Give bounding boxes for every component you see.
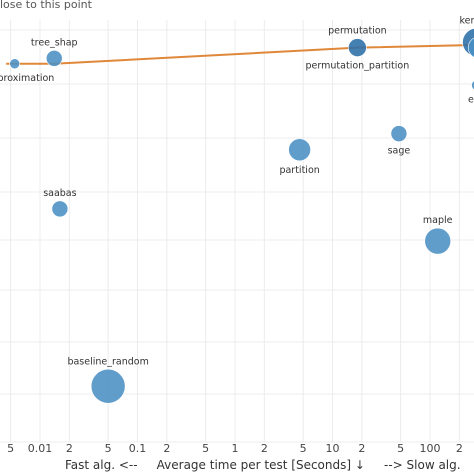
point-exa[interactable] xyxy=(471,80,474,90)
x-tick-label-14: 2 xyxy=(456,442,463,455)
point-sage[interactable] xyxy=(390,125,408,142)
point-lin[interactable] xyxy=(467,37,474,59)
x-tick-label-12: 5 xyxy=(397,442,404,455)
x-tick-labels: 5 0.01 2 5 0.1 2 5 1 2 5 10 2 5 100 2 xyxy=(7,442,463,455)
x-tick-label-6: 5 xyxy=(202,442,209,455)
point-maple[interactable] xyxy=(424,227,452,255)
x-tick-label-9: 5 xyxy=(300,442,307,455)
point-permutation[interactable] xyxy=(348,38,367,57)
point-label-kernel_: kernel_ xyxy=(460,15,474,26)
x-tick-label-0: 5 xyxy=(7,442,14,455)
x-tick-label-3: 5 xyxy=(105,442,112,455)
point-baseline_random[interactable] xyxy=(90,368,126,404)
x-tick-label-2: 2 xyxy=(66,442,73,455)
point-partition[interactable] xyxy=(288,138,311,162)
point-label-permutation: permutation xyxy=(328,26,387,37)
x-tick-label-13: 100 xyxy=(420,442,441,455)
point-label-saabas: saabas xyxy=(43,188,76,199)
frontier-line-layer xyxy=(6,43,474,65)
x-tick-label-7: 1 xyxy=(232,442,239,455)
pareto-frontier-line xyxy=(6,43,474,65)
point-tree_shap[interactable] xyxy=(45,50,63,67)
x-tick-label-10: 10 xyxy=(326,442,340,455)
point-label-exa: exa xyxy=(468,94,474,105)
point-label-sage: sage xyxy=(388,146,411,157)
x-axis-title: Fast alg. <-- Average time per test [Sec… xyxy=(65,458,461,472)
x-tick-label-4: 0.1 xyxy=(129,442,147,455)
x-tick-label-1: 0.01 xyxy=(28,442,53,455)
hover-hint-text: lose to this point xyxy=(0,0,93,11)
point-label-permutation_partition: permutation_partition xyxy=(306,61,410,72)
point-label-tree_shap: tree_shap xyxy=(31,37,78,48)
x-tick-label-8: 2 xyxy=(261,442,268,455)
scatter-points xyxy=(9,28,474,404)
point-label-baseline_random: baseline_random xyxy=(67,356,148,367)
grid-lines xyxy=(0,20,474,443)
point-saabas[interactable] xyxy=(51,200,69,218)
x-tick-label-11: 2 xyxy=(358,442,365,455)
point-o_approximation[interactable] xyxy=(9,58,20,70)
x-tick-label-5: 2 xyxy=(163,442,170,455)
point-label-partition: partition xyxy=(279,165,319,176)
point-label-maple: maple xyxy=(423,215,453,226)
